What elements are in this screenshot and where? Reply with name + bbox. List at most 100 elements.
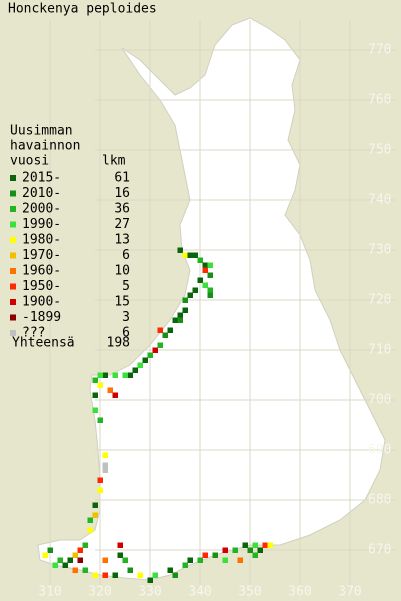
observation-square [87, 527, 93, 533]
observation-square [182, 252, 188, 258]
observation-square [97, 372, 103, 378]
observation-square [207, 292, 213, 298]
observation-square [92, 502, 98, 508]
observation-square [157, 327, 163, 333]
legend-swatch [10, 299, 16, 305]
legend-count: 27 [114, 217, 130, 232]
x-tick-label: 310 [38, 585, 61, 600]
legend-count: 36 [114, 202, 130, 217]
observation-square [77, 547, 83, 553]
legend-header: vuosi [10, 154, 49, 169]
observation-square [57, 557, 63, 563]
x-tick-label: 330 [138, 585, 161, 600]
legend-count: 3 [122, 310, 130, 325]
observation-square [107, 387, 113, 393]
observation-square [257, 547, 263, 553]
observation-square [92, 392, 98, 398]
observation-square [197, 257, 203, 263]
legend-total: 198 [107, 336, 130, 351]
observation-square [97, 417, 103, 423]
observation-square [127, 567, 133, 573]
legend-swatch [10, 206, 16, 212]
legend-swatch [10, 190, 16, 197]
observation-square [177, 317, 183, 323]
legend-label: -1899 [22, 310, 61, 325]
legend-swatch [10, 237, 16, 243]
observation-square [252, 542, 258, 548]
observation-square [237, 557, 243, 563]
observation-square [112, 392, 118, 398]
observation-square [197, 277, 203, 283]
legend-count: 61 [114, 171, 130, 186]
legend-label: 2015- [22, 171, 61, 186]
observation-square [147, 352, 153, 358]
legend-label: 1990- [22, 217, 61, 232]
legend-label: 2000- [22, 202, 61, 217]
observation-square [67, 557, 73, 563]
observation-square [232, 547, 238, 553]
legend-swatch [10, 268, 16, 274]
legend-total-label: Yhteensä [12, 336, 75, 351]
land [37, 17, 386, 581]
observation-square [47, 547, 53, 553]
legend-header: Uusimman [10, 124, 73, 139]
observation-square [197, 557, 203, 563]
legend-swatch [10, 175, 16, 181]
legend-label: 1900- [22, 295, 61, 310]
observation-square [187, 292, 193, 298]
observation-square [112, 372, 118, 378]
legend-count: 5 [122, 279, 130, 294]
observation-square [147, 577, 153, 583]
legend-count: 15 [114, 295, 130, 310]
observation-square [207, 272, 213, 278]
observation-square [247, 547, 253, 553]
observation-square [187, 557, 193, 563]
observation-square [142, 357, 148, 363]
observation-square [167, 327, 173, 333]
observation-square [87, 517, 93, 523]
y-tick-label: 750 [368, 143, 391, 158]
observation-square [137, 362, 143, 368]
observation-square [222, 557, 228, 563]
observation-square [122, 372, 128, 378]
observation-square [102, 557, 108, 563]
observation-square [182, 297, 188, 303]
observation-square [132, 367, 138, 373]
observation-square [137, 572, 143, 578]
legend-swatch [10, 221, 16, 228]
title: Honckenya peploides [8, 2, 157, 17]
x-tick-label: 370 [338, 585, 361, 600]
y-tick-label: 720 [368, 293, 391, 308]
observation-square [212, 552, 218, 558]
observation-square [102, 452, 108, 458]
x-tick-label: 320 [88, 585, 111, 600]
observation-square [97, 382, 103, 388]
observation-square [52, 562, 58, 568]
observation-square [207, 262, 213, 268]
observation-square [97, 477, 103, 483]
observation-square [112, 572, 118, 578]
y-tick-label: 760 [368, 93, 391, 108]
observation-square [117, 542, 123, 548]
legend-count: 16 [114, 186, 130, 201]
observation-square [252, 552, 258, 558]
legend-count: 6 [122, 326, 130, 341]
observation-square [117, 552, 123, 558]
y-tick-label: 690 [368, 443, 391, 458]
observation-square [242, 542, 248, 548]
observation-square [152, 347, 158, 353]
observation-square [82, 567, 88, 573]
observation-square [207, 287, 213, 293]
observation-square [122, 557, 128, 563]
observation-square [82, 542, 88, 548]
observation-square [92, 512, 98, 518]
legend-count-header: lkm [102, 154, 126, 169]
y-tick-label: 710 [368, 343, 391, 358]
legend-count: 13 [114, 233, 130, 248]
legend-label: 2010- [22, 186, 61, 201]
legend-label: 1960- [22, 264, 61, 279]
observation-square [127, 372, 133, 378]
observation-square [167, 567, 173, 573]
y-tick-label: 670 [368, 543, 391, 558]
observation-square [157, 342, 163, 348]
